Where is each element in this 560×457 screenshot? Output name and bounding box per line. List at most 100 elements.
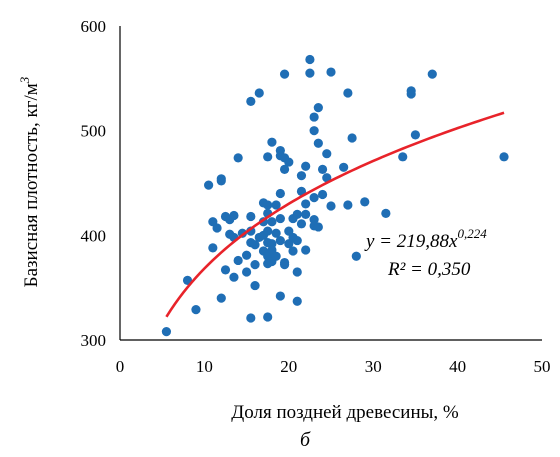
data-point (263, 312, 273, 322)
data-point (360, 197, 370, 207)
data-point (339, 162, 349, 172)
r-squared-label: R² = 0,350 (387, 259, 471, 280)
data-point (313, 138, 323, 148)
data-point (275, 235, 285, 246)
data-point (292, 296, 302, 306)
trendline (165, 111, 505, 318)
data-point (204, 180, 214, 190)
data-point (305, 68, 315, 78)
data-point (343, 88, 353, 98)
data-point (292, 209, 302, 219)
data-point (216, 176, 226, 186)
data-point (267, 217, 277, 227)
x-tick-label: 40 (449, 357, 466, 376)
data-point (216, 293, 226, 303)
data-point (351, 251, 361, 261)
data-point (229, 272, 239, 282)
data-point (279, 69, 290, 79)
data-point (246, 226, 256, 236)
data-point (279, 164, 290, 174)
data-point (326, 201, 336, 211)
data-point (267, 137, 277, 147)
y-axis-title-text: Базисная плотность, кг/м (21, 83, 42, 287)
x-tick-label: 0 (116, 357, 125, 376)
trendline-equation-exponent: 0,224 (457, 226, 487, 241)
x-tick-label: 30 (365, 357, 382, 376)
data-point (309, 193, 319, 203)
data-point (263, 152, 273, 162)
data-point (246, 96, 256, 106)
data-point (305, 54, 315, 65)
y-tick-label: 300 (81, 331, 107, 350)
data-point (191, 305, 201, 315)
trendline-equation: y = 219,88x0,224 (364, 226, 487, 252)
plot-area (161, 54, 509, 337)
data-point (427, 69, 437, 79)
data-point (406, 89, 416, 99)
data-point (275, 291, 285, 301)
trendline-equation-base: y = 219,88x (364, 231, 458, 252)
data-point (250, 280, 260, 291)
y-tick-label: 400 (81, 226, 107, 245)
axes (119, 26, 542, 341)
x-tick-label: 50 (534, 357, 551, 376)
y-axis-title: Базисная плотность, кг/м3 (17, 76, 42, 287)
x-axis-title: Доля поздней древесины, % (231, 402, 459, 423)
data-point (301, 161, 311, 171)
data-point (233, 255, 243, 266)
data-point (161, 327, 172, 337)
data-point (322, 173, 332, 183)
data-point (343, 200, 353, 210)
data-point (220, 265, 231, 275)
data-point (242, 250, 252, 260)
data-point (326, 67, 336, 77)
data-point (263, 200, 273, 210)
data-point (271, 200, 281, 210)
data-point (271, 228, 281, 238)
data-point (499, 152, 509, 162)
data-point (246, 313, 256, 323)
data-point (301, 199, 311, 209)
data-point (263, 226, 273, 236)
data-point (275, 213, 285, 224)
y-tick-label: 500 (81, 122, 107, 141)
data-point (292, 235, 302, 246)
data-point (212, 223, 222, 233)
data-point (254, 88, 264, 98)
data-point (313, 103, 323, 113)
data-point (313, 222, 323, 232)
data-point (271, 251, 281, 261)
panel-label: б (300, 429, 311, 451)
data-point (279, 260, 290, 270)
data-point (381, 208, 391, 218)
data-point (309, 126, 319, 136)
data-point (242, 267, 252, 277)
data-point (296, 219, 307, 229)
data-point (208, 243, 218, 253)
data-point (275, 188, 285, 199)
data-point (301, 245, 311, 255)
data-point (301, 209, 311, 219)
tick-labels: 0 10 20 30 40 50 300 400 500 600 (81, 17, 551, 376)
data-point (246, 211, 256, 222)
data-point (229, 210, 239, 221)
x-tick-label: 10 (196, 357, 213, 376)
data-point (398, 152, 408, 162)
data-point (317, 164, 328, 174)
data-point (347, 133, 357, 143)
x-tick-label: 20 (280, 357, 297, 376)
data-point (322, 149, 332, 159)
data-point (317, 189, 328, 200)
data-point (250, 260, 260, 270)
data-point (410, 130, 420, 140)
data-point (250, 240, 260, 250)
y-axis-title-superscript: 3 (17, 76, 32, 84)
data-point (233, 153, 243, 163)
y-tick-label: 600 (81, 17, 107, 36)
data-point (292, 267, 302, 277)
data-point (309, 112, 319, 122)
data-point (288, 246, 298, 256)
data-point (284, 157, 294, 167)
data-point (296, 171, 307, 181)
